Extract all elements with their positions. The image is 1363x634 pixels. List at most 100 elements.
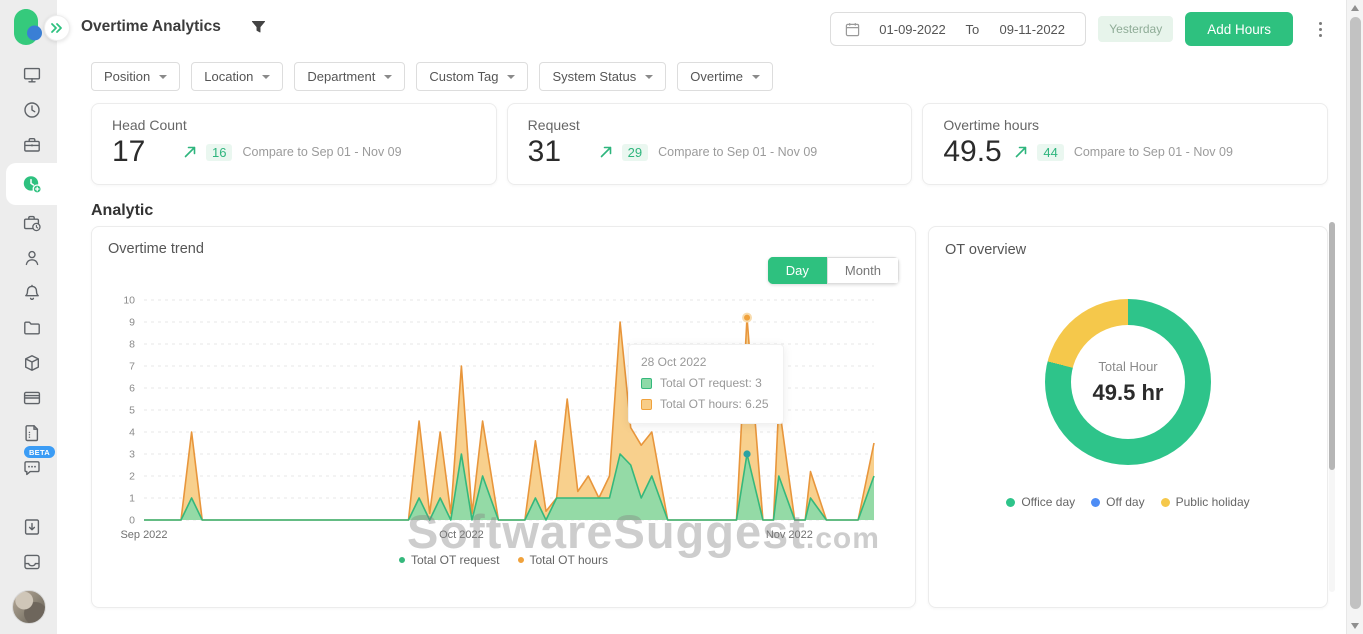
more-options-kebab-icon[interactable] <box>1313 16 1328 43</box>
toggle-month-button[interactable]: Month <box>826 257 899 284</box>
double-chevron-right-icon <box>51 23 62 33</box>
svg-text:Nov 2022: Nov 2022 <box>766 529 813 541</box>
briefcase-clock-icon <box>23 215 41 232</box>
sidebar-item-people[interactable] <box>6 241 57 275</box>
filter-custom-tag[interactable]: Custom Tag <box>416 62 529 91</box>
filter-funnel-icon[interactable] <box>251 20 266 35</box>
chevron-down-icon <box>645 74 654 79</box>
stat-compare-value: 16 <box>206 143 233 161</box>
analytic-section-heading: Analytic <box>91 202 154 219</box>
monitor-icon <box>23 67 40 83</box>
svg-text:10: 10 <box>123 295 135 307</box>
scrollbar-down-arrow-icon[interactable] <box>1351 623 1359 629</box>
inbox-icon <box>23 554 40 570</box>
browser-scrollbar[interactable] <box>1346 0 1363 634</box>
legend-total-ot-hours[interactable]: Total OT hours <box>517 553 608 567</box>
user-avatar[interactable] <box>11 590 46 624</box>
stat-compare-text: Compare to Sep 01 - Nov 09 <box>242 145 402 159</box>
tooltip-request-label: Total OT request: 3 <box>660 376 762 390</box>
sidebar-item-work[interactable] <box>6 128 57 162</box>
sidebar: BETA <box>0 0 70 634</box>
filter-overtime[interactable]: Overtime <box>677 62 774 91</box>
bell-icon <box>24 284 39 301</box>
credit-card-icon <box>23 391 40 405</box>
tooltip-hours-swatch <box>641 398 652 410</box>
svg-text:Sep 2022: Sep 2022 <box>120 529 167 541</box>
legend-office-day[interactable]: Office day <box>1006 495 1075 509</box>
inner-scrollbar-track <box>1329 222 1335 592</box>
overtime-clock-plus-icon <box>23 176 42 194</box>
scrollbar-up-arrow-icon[interactable] <box>1351 5 1359 11</box>
charts-row: Overtime trend Day Month 0 1 2 3 4 5 6 7 8 9 10 Sep… <box>91 226 1328 608</box>
app-logo <box>8 7 46 47</box>
stat-compare-text: Compare to Sep 01 - Nov 09 <box>1073 145 1233 159</box>
sidebar-item-import[interactable] <box>6 510 57 544</box>
document-icon <box>24 425 38 442</box>
person-icon <box>25 250 38 266</box>
legend-total-ot-request[interactable]: Total OT request <box>399 553 500 567</box>
sidebar-item-dashboard[interactable] <box>6 58 57 92</box>
legend-public-holiday[interactable]: Public holiday <box>1160 495 1250 509</box>
sidebar-item-overtime-active[interactable] <box>6 163 57 205</box>
package-icon <box>24 355 39 371</box>
sidebar-item-notifications[interactable] <box>6 276 57 310</box>
sidebar-expand-button[interactable] <box>44 15 70 41</box>
toggle-day-button[interactable]: Day <box>767 257 827 284</box>
legend-ring-orange <box>517 557 524 563</box>
file-download-icon <box>24 519 39 535</box>
overtime-trend-card: Overtime trend Day Month 0 1 2 3 4 5 6 7 8 9 10 Sep… <box>91 226 916 608</box>
svg-text:3: 3 <box>129 449 135 461</box>
date-from-value[interactable]: 01-09-2022 <box>879 21 946 37</box>
trend-up-arrow-icon <box>184 146 196 158</box>
day-month-toggle: Day Month <box>767 257 899 284</box>
stat-card-head-count: Head Count 17 16 Compare to Sep 01 - Nov… <box>91 103 497 185</box>
svg-text:7: 7 <box>129 361 135 373</box>
inner-scrollbar-thumb[interactable] <box>1329 222 1335 470</box>
scrollbar-thumb[interactable] <box>1350 17 1361 609</box>
sidebar-item-inbox[interactable] <box>6 545 57 579</box>
date-to-value[interactable]: 09-11-2022 <box>999 21 1066 37</box>
sidebar-item-work-schedule[interactable] <box>6 206 57 240</box>
chevron-down-icon <box>262 74 271 79</box>
chevron-down-icon <box>507 74 516 79</box>
page-title: Overtime Analytics <box>81 18 221 35</box>
trend-chart-area: 0 1 2 3 4 5 6 7 8 9 10 Sep 2022 Oct 2022 Nov 2022 28 … <box>108 286 899 549</box>
chat-icon <box>23 461 40 476</box>
date-range-picker[interactable]: 01-09-2022 To 09-11-2022 <box>829 12 1087 46</box>
ot-overview-donut-chart[interactable]: Total Hour 49.5 hr <box>1045 299 1211 465</box>
filter-location[interactable]: Location <box>191 62 284 91</box>
svg-text:5: 5 <box>129 405 135 417</box>
sidebar-item-packages[interactable] <box>6 346 57 380</box>
yesterday-chip[interactable]: Yesterday <box>1098 16 1174 42</box>
stat-title: Head Count <box>112 117 187 133</box>
tooltip-hours-label: Total OT hours: 6.25 <box>660 397 769 411</box>
trend-legend: Total OT request Total OT hours <box>108 553 899 567</box>
stat-value: 17 <box>112 135 146 168</box>
legend-dot-green <box>1006 497 1016 507</box>
add-hours-button[interactable]: Add Hours <box>1185 12 1293 46</box>
stat-cards-row: Head Count 17 16 Compare to Sep 01 - Nov… <box>91 103 1329 185</box>
sidebar-item-folders[interactable] <box>6 311 57 345</box>
filter-department[interactable]: Department <box>294 62 406 91</box>
svg-text:9: 9 <box>129 317 135 329</box>
donut-center-label: Total Hour <box>1098 358 1158 374</box>
stat-compare-value: 44 <box>1037 143 1064 161</box>
filter-system-status[interactable]: System Status <box>539 62 667 91</box>
filter-position[interactable]: Position <box>91 62 181 91</box>
chevron-down-icon <box>159 74 168 79</box>
ot-overview-card: OT overview Total Hour 49.5 hr Office da… <box>928 226 1328 608</box>
sidebar-item-chat[interactable]: BETA <box>6 446 57 485</box>
legend-dot-yellow <box>1160 497 1170 507</box>
date-range-separator: To <box>965 21 980 37</box>
sidebar-item-reports[interactable] <box>6 416 57 450</box>
stat-title: Overtime hours <box>943 117 1040 133</box>
filter-bar: Position Location Department Custom Tag … <box>91 62 1328 91</box>
legend-off-day[interactable]: Off day <box>1091 495 1145 509</box>
sidebar-item-time[interactable] <box>6 93 57 127</box>
trend-up-arrow-icon <box>1016 146 1027 158</box>
sidebar-item-billing[interactable] <box>6 381 57 415</box>
svg-text:1: 1 <box>129 493 135 505</box>
chevron-down-icon <box>384 74 393 79</box>
stat-value: 31 <box>527 135 562 168</box>
